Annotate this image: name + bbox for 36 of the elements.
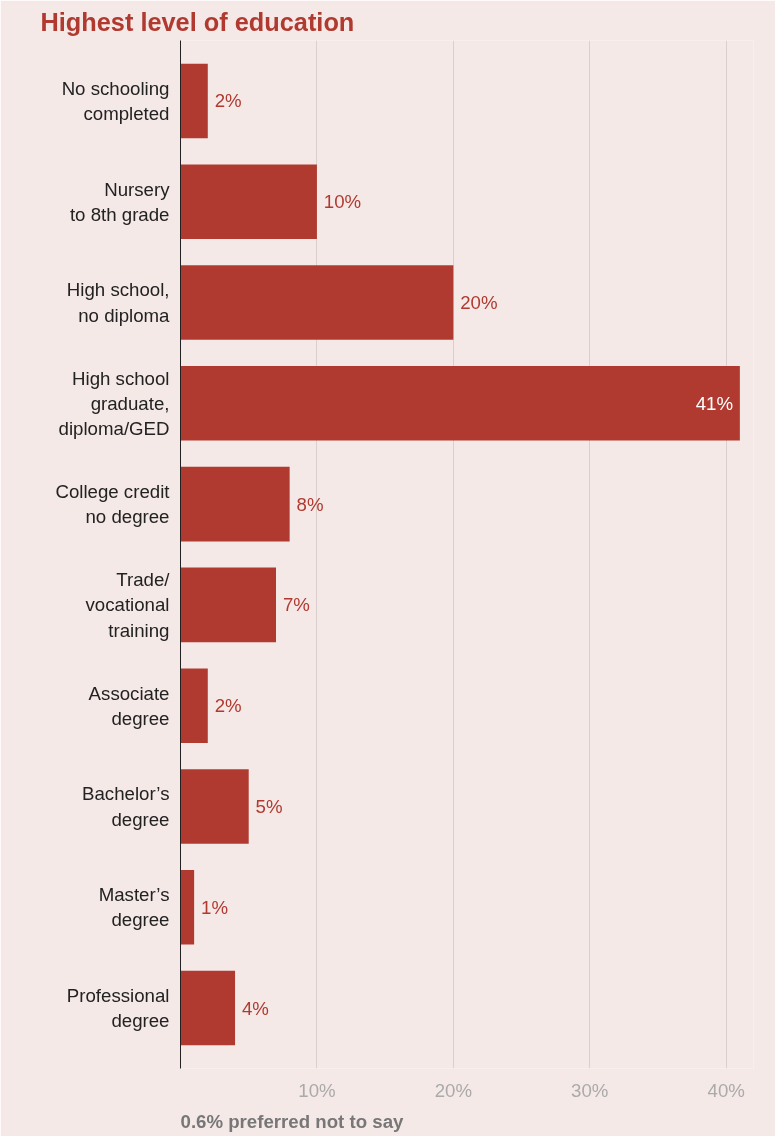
- bar: [180, 769, 249, 844]
- y-tick-label: Nursery to 8th grade: [69, 178, 171, 225]
- data-label: 2%: [214, 695, 242, 717]
- y-tick-label: No schooling completed: [61, 77, 170, 125]
- text: 0.6% preferred not to say: [180, 1110, 405, 1132]
- x-tick-label: 30%: [571, 1079, 609, 1101]
- y-tick-label: Professional degree: [66, 984, 170, 1032]
- y-tick-label: Master’s degree: [98, 884, 170, 931]
- y-tick-label: High school, no diploma: [66, 279, 171, 326]
- bar: [180, 164, 317, 240]
- data-label: 2%: [214, 90, 242, 112]
- data-label: 20%: [460, 292, 498, 314]
- y-tick-label: Trade/ vocational training: [85, 569, 171, 641]
- data-label: 41%: [695, 392, 733, 414]
- data-label: 4%: [241, 997, 269, 1019]
- data-label: 5%: [255, 795, 283, 817]
- bar: [180, 466, 290, 542]
- bar: [180, 265, 454, 340]
- y-tick-label: Bachelor’s degree: [82, 783, 170, 830]
- bar: [180, 567, 276, 643]
- bar: [180, 366, 740, 441]
- data-label: 10%: [323, 191, 362, 213]
- bar: [180, 63, 208, 139]
- y-tick-label: Associate degree: [88, 682, 170, 729]
- data-label: 7%: [282, 594, 310, 616]
- bar: [180, 970, 236, 1046]
- chart-title: Highest level of education: [40, 7, 355, 36]
- data-label: 8%: [296, 493, 324, 515]
- x-tick-label: 20%: [434, 1079, 473, 1101]
- data-label: 1%: [201, 896, 228, 918]
- y-tick-label: College credit no degree: [55, 481, 171, 528]
- y-tick-label: High school graduate, diploma/GED: [58, 367, 170, 440]
- bar: [180, 869, 195, 945]
- x-tick-label: 10%: [298, 1079, 336, 1101]
- x-tick-label: 40%: [707, 1079, 745, 1101]
- bar: [180, 668, 208, 743]
